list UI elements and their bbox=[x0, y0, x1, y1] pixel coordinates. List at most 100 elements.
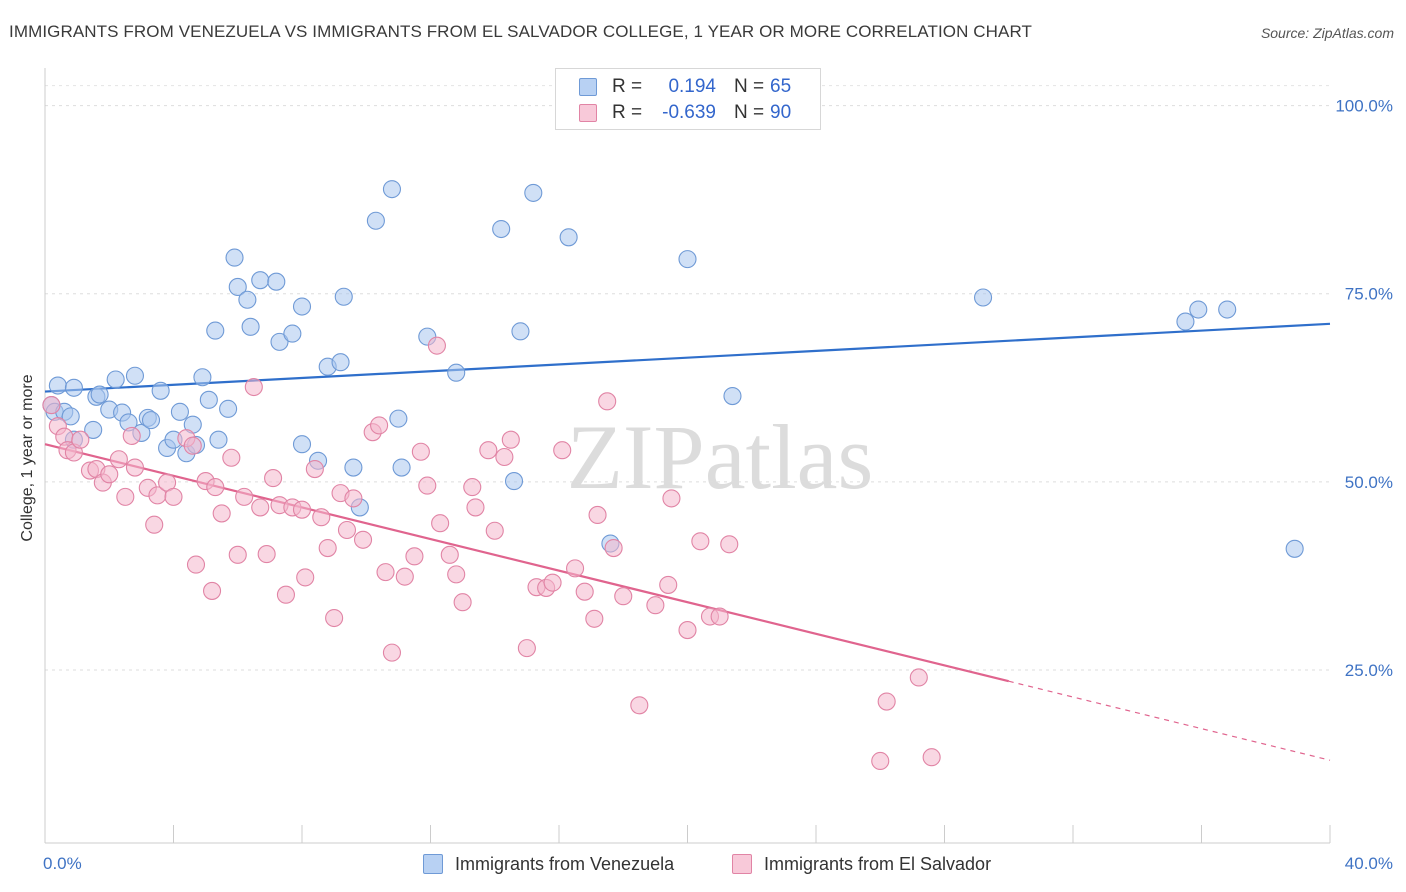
data-point bbox=[427, 336, 446, 355]
source-label: Source: ZipAtlas.com bbox=[1260, 25, 1394, 41]
data-point bbox=[517, 639, 536, 658]
data-point bbox=[501, 430, 520, 449]
data-point bbox=[116, 487, 135, 506]
data-point bbox=[42, 396, 61, 415]
data-point bbox=[125, 366, 144, 385]
series-points-1 bbox=[42, 336, 941, 771]
trend-line-extension-1 bbox=[1008, 680, 1331, 761]
n-value: 90 bbox=[770, 102, 792, 123]
el-salvador-legend-swatch bbox=[732, 854, 752, 874]
data-point bbox=[678, 621, 697, 640]
data-point bbox=[206, 321, 225, 340]
data-point bbox=[922, 748, 941, 767]
data-point bbox=[370, 416, 389, 435]
series-points-0 bbox=[42, 180, 1304, 558]
data-point bbox=[463, 478, 482, 497]
data-point bbox=[90, 385, 109, 404]
data-point bbox=[241, 317, 260, 336]
data-point bbox=[318, 538, 337, 558]
el-salvador-swatch bbox=[579, 104, 597, 122]
data-point bbox=[485, 521, 504, 540]
data-point bbox=[877, 692, 896, 711]
stats-legend: R = 0.194 N = 65 R = -0.639 N = 90 bbox=[555, 68, 821, 130]
data-point bbox=[312, 508, 331, 527]
data-point bbox=[186, 555, 206, 574]
grid-lines bbox=[45, 85, 1330, 671]
data-point bbox=[389, 409, 408, 428]
n-value: 65 bbox=[770, 76, 792, 97]
data-point bbox=[283, 324, 302, 343]
data-point bbox=[440, 545, 459, 564]
data-point bbox=[566, 559, 585, 578]
data-point bbox=[453, 593, 472, 612]
venezuela-swatch bbox=[579, 78, 597, 96]
data-point bbox=[495, 447, 514, 467]
data-point bbox=[447, 565, 466, 584]
data-point bbox=[276, 585, 295, 604]
data-point bbox=[646, 596, 665, 615]
data-point bbox=[225, 248, 244, 267]
legend-label: Immigrants from El Salvador bbox=[764, 854, 992, 874]
data-point bbox=[1285, 539, 1304, 558]
data-point bbox=[212, 504, 231, 523]
data-point bbox=[559, 228, 578, 247]
data-point bbox=[418, 476, 437, 495]
data-point bbox=[604, 538, 623, 558]
data-point bbox=[678, 250, 697, 269]
data-point bbox=[48, 376, 67, 395]
chart-title: IMMIGRANTS FROM VENEZUELA VS IMMIGRANTS … bbox=[9, 22, 1033, 41]
data-point bbox=[100, 465, 119, 484]
data-point bbox=[238, 290, 257, 309]
data-point bbox=[659, 575, 678, 594]
data-point bbox=[524, 183, 543, 202]
data-point bbox=[292, 297, 312, 316]
data-point bbox=[585, 609, 604, 628]
data-point bbox=[344, 489, 363, 508]
data-points bbox=[42, 180, 1304, 771]
data-point bbox=[183, 436, 202, 455]
data-point bbox=[203, 581, 222, 600]
data-point bbox=[909, 668, 928, 687]
data-point bbox=[411, 442, 430, 461]
data-point bbox=[431, 514, 450, 533]
data-point bbox=[264, 469, 283, 488]
data-point bbox=[209, 430, 228, 449]
data-point bbox=[334, 287, 353, 306]
trend-line-0 bbox=[44, 322, 1331, 393]
data-point bbox=[543, 573, 562, 592]
data-point bbox=[257, 545, 276, 564]
data-point bbox=[84, 420, 103, 439]
data-point bbox=[61, 407, 80, 426]
data-point bbox=[337, 520, 357, 540]
data-point bbox=[353, 530, 373, 549]
data-point bbox=[305, 459, 324, 479]
data-point bbox=[553, 441, 572, 460]
data-point bbox=[164, 487, 183, 506]
data-point bbox=[598, 392, 617, 411]
r-label: R = bbox=[612, 76, 643, 97]
data-point bbox=[296, 568, 315, 587]
y-tick-label: 75.0% bbox=[1345, 285, 1393, 304]
data-point bbox=[492, 219, 511, 239]
data-point bbox=[1176, 312, 1195, 331]
trend-lines bbox=[44, 322, 1331, 761]
data-point bbox=[219, 399, 238, 418]
venezuela-legend-swatch bbox=[423, 854, 443, 874]
data-point bbox=[64, 378, 83, 397]
data-point bbox=[1218, 300, 1237, 319]
data-point bbox=[691, 532, 710, 551]
r-label: R = bbox=[612, 102, 643, 123]
data-point bbox=[382, 180, 402, 199]
data-point bbox=[170, 402, 189, 421]
data-point bbox=[122, 426, 141, 445]
y-tick-label: 100.0% bbox=[1335, 97, 1393, 116]
data-point bbox=[222, 448, 241, 467]
data-point bbox=[71, 430, 90, 449]
data-point bbox=[235, 487, 254, 506]
x-tick-label-max: 40.0% bbox=[1345, 854, 1393, 873]
data-point bbox=[292, 500, 312, 519]
data-point bbox=[395, 567, 414, 586]
data-point bbox=[199, 390, 218, 409]
data-point bbox=[228, 545, 247, 564]
